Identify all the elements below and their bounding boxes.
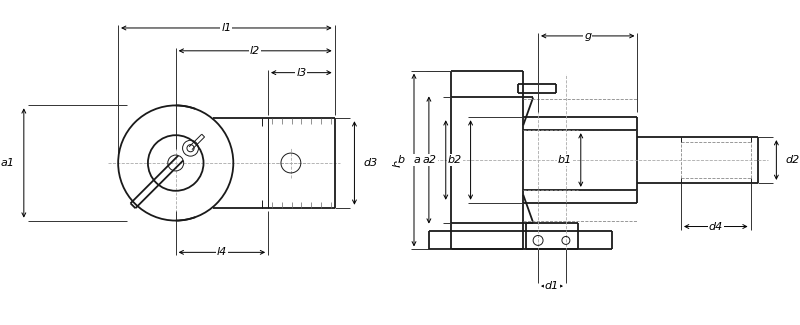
- Text: l3: l3: [296, 68, 306, 78]
- Text: l1: l1: [222, 23, 231, 33]
- Text: d3: d3: [363, 158, 378, 168]
- Text: a2: a2: [423, 155, 437, 165]
- Text: a: a: [413, 155, 420, 165]
- Text: d2: d2: [786, 155, 799, 165]
- Text: b2: b2: [447, 155, 462, 165]
- Text: b: b: [398, 155, 405, 165]
- Text: l4: l4: [217, 247, 227, 257]
- Text: g: g: [584, 31, 591, 41]
- Text: b: b: [392, 160, 402, 166]
- Text: b1: b1: [558, 155, 572, 165]
- Text: d1: d1: [545, 281, 559, 291]
- Text: d4: d4: [709, 222, 723, 231]
- Text: l2: l2: [250, 46, 260, 56]
- Text: a1: a1: [1, 158, 15, 168]
